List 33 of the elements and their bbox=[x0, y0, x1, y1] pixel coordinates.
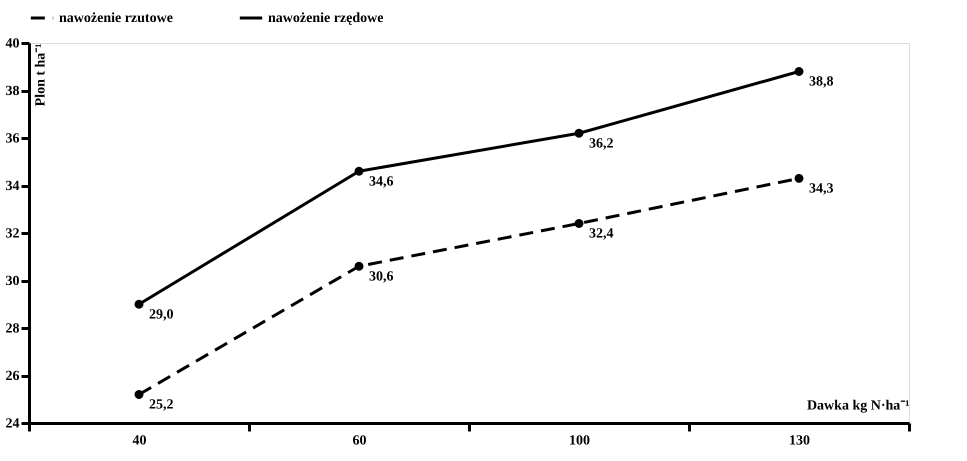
point bbox=[574, 219, 584, 228]
y-tick-label: 34 bbox=[6, 179, 20, 194]
point bbox=[354, 262, 364, 271]
y-tick-label: 40 bbox=[6, 36, 20, 52]
x-tick-label: 40 bbox=[132, 434, 146, 448]
x-tick-label: 60 bbox=[352, 434, 366, 448]
data-label: 30,6 bbox=[369, 269, 394, 284]
point bbox=[134, 390, 144, 399]
y-tick-label: 26 bbox=[6, 369, 20, 384]
data-label: 36,2 bbox=[589, 136, 614, 152]
y-tick-label: 24 bbox=[6, 416, 20, 432]
data-label: 34,6 bbox=[369, 174, 394, 190]
x-axis-title: Dawka kg N·ha⁻¹ bbox=[806, 398, 910, 414]
point bbox=[354, 166, 364, 176]
data-label: 29,0 bbox=[149, 307, 174, 322]
y-tick-label: 28 bbox=[6, 322, 20, 336]
y-tick-label: 32 bbox=[6, 226, 20, 242]
point bbox=[794, 174, 804, 183]
x-tick-label: 130 bbox=[789, 434, 810, 448]
point bbox=[794, 67, 804, 76]
point bbox=[574, 128, 584, 138]
data-label: 38,8 bbox=[809, 74, 834, 90]
data-label: 34,3 bbox=[809, 181, 834, 196]
legend-label: nawożenie rzędowe bbox=[268, 11, 384, 26]
point bbox=[134, 300, 144, 309]
legend-label: nawożenie rzutowe bbox=[59, 11, 173, 26]
x-tick-label: 100 bbox=[569, 434, 590, 448]
y-tick-label: 38 bbox=[6, 84, 20, 99]
data-label: 32,4 bbox=[589, 226, 614, 242]
y-tick-label: 36 bbox=[6, 132, 20, 146]
y-axis-title: Plon t ha⁻¹ bbox=[34, 44, 48, 106]
data-label: 25,2 bbox=[149, 398, 174, 412]
y-tick-label: 30 bbox=[6, 274, 20, 289]
